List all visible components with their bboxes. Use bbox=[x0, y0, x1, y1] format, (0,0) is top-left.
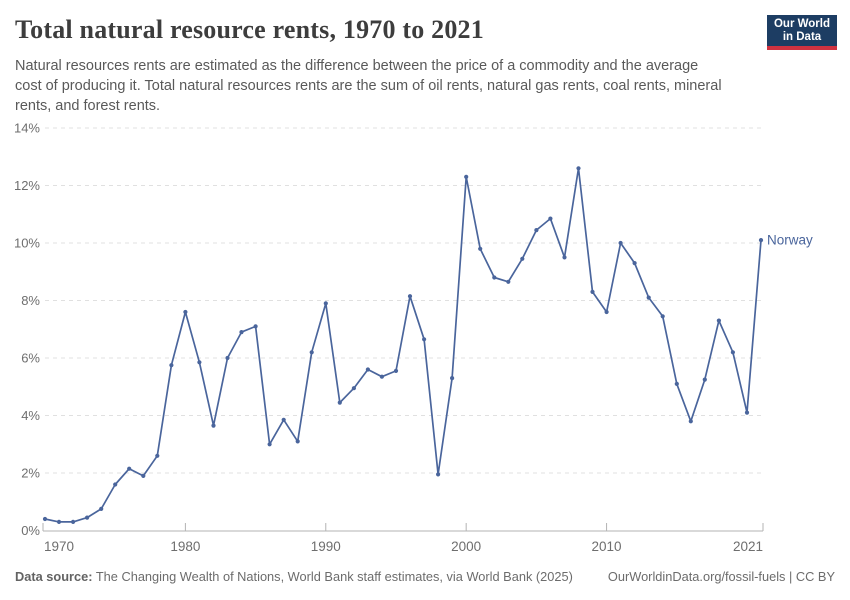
series-label-norway[interactable]: Norway bbox=[767, 233, 813, 248]
svg-text:1970: 1970 bbox=[44, 539, 74, 554]
subtitle-line: rents, and forest rents. bbox=[15, 98, 161, 114]
page-title: Total natural resource rents, 1970 to 20… bbox=[15, 15, 484, 44]
svg-text:2021: 2021 bbox=[733, 539, 763, 554]
svg-text:8%: 8% bbox=[21, 293, 40, 308]
data-source-text: Data source: The Changing Wealth of Nati… bbox=[15, 569, 573, 584]
svg-text:10%: 10% bbox=[14, 236, 40, 251]
chart-subtitle: Natural resources rents are estimated as… bbox=[15, 56, 722, 116]
svg-text:0%: 0% bbox=[21, 523, 40, 538]
owid-logo[interactable]: Our World in Data bbox=[767, 15, 837, 50]
subtitle-line: cost of producing it. Total natural reso… bbox=[15, 78, 722, 94]
svg-text:4%: 4% bbox=[21, 408, 40, 423]
svg-text:1990: 1990 bbox=[311, 539, 341, 554]
svg-text:2010: 2010 bbox=[592, 539, 622, 554]
svg-text:1980: 1980 bbox=[170, 539, 200, 554]
y-axis-labels: 0% 2% 4% 6% 8% 10% 12% 14% bbox=[14, 121, 40, 539]
svg-text:14%: 14% bbox=[14, 121, 40, 136]
y-gridlines bbox=[45, 127, 761, 474]
subtitle-line: Natural resources rents are estimated as… bbox=[15, 58, 699, 74]
svg-text:12%: 12% bbox=[14, 178, 40, 193]
data-points-norway[interactable] bbox=[42, 166, 764, 525]
svg-text:2%: 2% bbox=[21, 466, 40, 481]
data-line-norway[interactable] bbox=[44, 167, 762, 523]
x-axis bbox=[42, 523, 764, 532]
chart-footer: Data source: The Changing Wealth of Nati… bbox=[15, 569, 835, 585]
owid-cc-link[interactable]: OurWorldinData.org/fossil-fuels | CC BY bbox=[607, 569, 835, 584]
data-source-label: Data source: bbox=[15, 569, 93, 584]
owid-logo-line2: in Data bbox=[782, 30, 822, 43]
owid-logo-line1: Our World bbox=[773, 17, 830, 30]
x-axis-labels: 1970 1980 1990 2000 2010 2021 bbox=[44, 539, 763, 554]
svg-text:2000: 2000 bbox=[451, 539, 481, 554]
svg-text:6%: 6% bbox=[21, 351, 40, 366]
